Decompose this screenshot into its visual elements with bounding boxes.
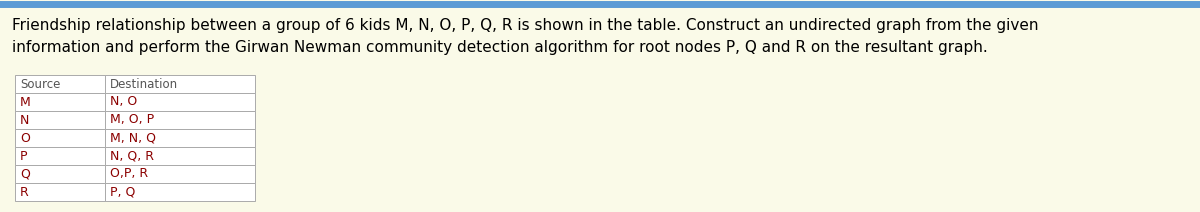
FancyBboxPatch shape	[14, 165, 106, 183]
Text: R: R	[20, 186, 29, 198]
Text: M: M	[20, 95, 31, 109]
FancyBboxPatch shape	[106, 165, 256, 183]
FancyBboxPatch shape	[106, 183, 256, 201]
FancyBboxPatch shape	[106, 111, 256, 129]
Text: P, Q: P, Q	[110, 186, 136, 198]
Text: Q: Q	[20, 167, 30, 180]
Text: Friendship relationship between a group of 6 kids M, N, O, P, Q, R is shown in t: Friendship relationship between a group …	[12, 18, 1038, 33]
Text: Source: Source	[20, 78, 60, 91]
Text: N: N	[20, 113, 29, 127]
FancyBboxPatch shape	[106, 129, 256, 147]
FancyBboxPatch shape	[106, 75, 256, 93]
FancyBboxPatch shape	[14, 111, 106, 129]
FancyBboxPatch shape	[14, 183, 106, 201]
FancyBboxPatch shape	[14, 75, 106, 93]
Text: N, O: N, O	[110, 95, 137, 109]
Text: M, O, P: M, O, P	[110, 113, 154, 127]
FancyBboxPatch shape	[14, 147, 106, 165]
Text: O,P, R: O,P, R	[110, 167, 148, 180]
Text: Destination: Destination	[110, 78, 178, 91]
FancyBboxPatch shape	[14, 129, 106, 147]
FancyBboxPatch shape	[106, 93, 256, 111]
Text: P: P	[20, 149, 28, 163]
Text: N, Q, R: N, Q, R	[110, 149, 154, 163]
FancyBboxPatch shape	[14, 93, 106, 111]
Text: information and perform the Girwan Newman community detection algorithm for root: information and perform the Girwan Newma…	[12, 40, 988, 55]
Text: M, N, Q: M, N, Q	[110, 131, 156, 145]
Text: O: O	[20, 131, 30, 145]
FancyBboxPatch shape	[106, 147, 256, 165]
